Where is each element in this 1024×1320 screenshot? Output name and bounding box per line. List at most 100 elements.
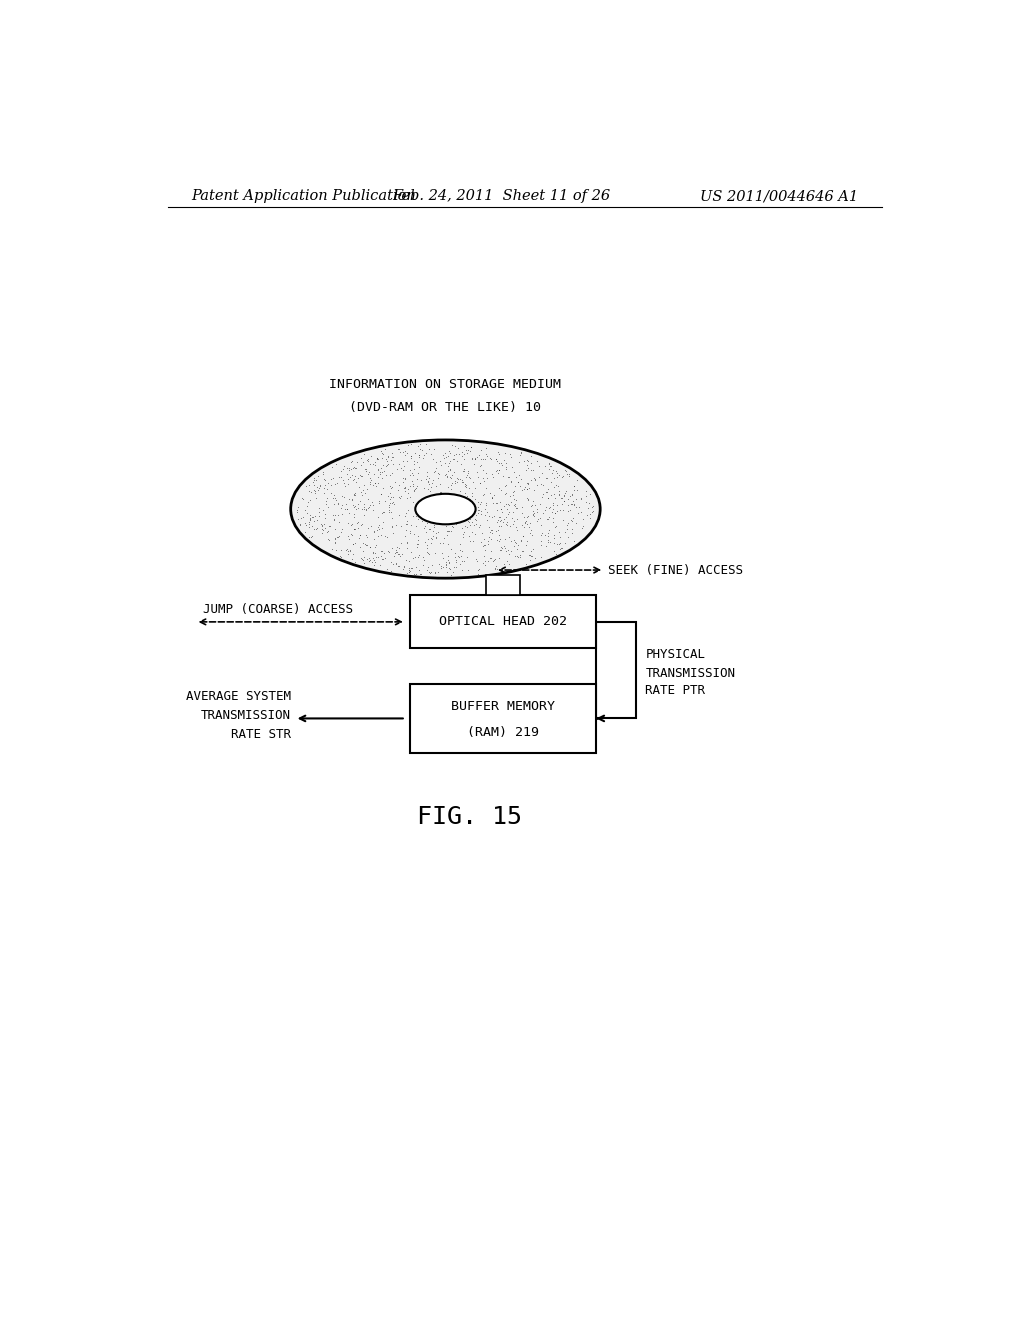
Point (382, 450, 398, 471)
Point (461, 525, 477, 546)
Point (411, 446, 427, 467)
Point (378, 455, 394, 477)
Point (385, 523, 401, 544)
Point (462, 531, 478, 552)
Point (314, 515, 331, 536)
Text: Feb. 24, 2011  Sheet 11 of 26: Feb. 24, 2011 Sheet 11 of 26 (392, 189, 610, 203)
Point (420, 478, 436, 499)
Point (366, 543, 382, 564)
Point (306, 474, 323, 495)
Point (519, 478, 536, 499)
Point (319, 473, 336, 494)
Point (509, 519, 525, 540)
Point (295, 488, 311, 510)
Point (497, 449, 513, 470)
Point (298, 495, 314, 516)
Point (548, 516, 564, 537)
Point (427, 561, 443, 582)
Point (464, 447, 480, 469)
Point (409, 536, 425, 557)
Point (311, 498, 328, 519)
Point (419, 466, 435, 487)
Point (488, 499, 505, 520)
Point (306, 506, 323, 527)
Point (531, 467, 548, 488)
Point (451, 444, 467, 465)
Point (334, 495, 350, 516)
Point (525, 539, 542, 560)
Point (353, 548, 370, 569)
Point (420, 470, 436, 491)
Point (379, 558, 395, 579)
Point (303, 527, 319, 548)
Point (555, 484, 571, 506)
Point (509, 508, 525, 529)
Point (381, 502, 397, 523)
Point (378, 465, 394, 486)
Point (462, 441, 478, 462)
Point (346, 507, 362, 528)
Point (421, 519, 437, 540)
Point (416, 517, 432, 539)
Point (456, 521, 472, 543)
Point (585, 500, 601, 521)
Point (513, 531, 529, 552)
Point (435, 532, 452, 553)
Point (341, 457, 357, 478)
Point (308, 470, 325, 491)
Point (440, 552, 457, 573)
Point (520, 506, 537, 527)
Point (339, 469, 355, 490)
Point (317, 470, 334, 491)
Point (373, 554, 389, 576)
Point (358, 549, 375, 570)
Point (541, 525, 557, 546)
Point (391, 475, 408, 496)
Point (554, 510, 570, 531)
Point (366, 475, 382, 496)
Point (338, 539, 354, 560)
Point (499, 457, 515, 478)
Point (370, 459, 386, 480)
Point (523, 540, 540, 561)
Point (526, 480, 543, 502)
Point (438, 483, 455, 504)
Point (439, 549, 456, 570)
Point (460, 463, 476, 484)
Point (410, 462, 426, 483)
Point (503, 471, 519, 492)
Point (555, 491, 571, 512)
Point (470, 562, 486, 583)
Point (467, 523, 483, 544)
Point (395, 459, 412, 480)
Point (366, 541, 382, 562)
Point (402, 475, 419, 496)
Point (374, 442, 390, 463)
Point (529, 474, 546, 495)
Point (410, 475, 426, 496)
Point (375, 478, 391, 499)
Point (426, 461, 442, 482)
Point (534, 486, 550, 507)
Point (407, 479, 423, 500)
Point (459, 546, 475, 568)
Point (479, 502, 496, 523)
Point (418, 521, 434, 543)
Point (293, 507, 309, 528)
Point (357, 458, 374, 479)
Point (292, 513, 308, 535)
Point (357, 499, 374, 520)
Point (327, 487, 343, 508)
Point (432, 474, 449, 495)
Point (347, 484, 364, 506)
Point (573, 517, 590, 539)
Point (397, 467, 414, 488)
Point (343, 451, 359, 473)
Point (549, 466, 565, 487)
Point (472, 494, 488, 515)
Point (483, 523, 500, 544)
Point (344, 465, 360, 486)
Point (329, 527, 345, 548)
Point (473, 454, 489, 475)
Point (473, 447, 489, 469)
